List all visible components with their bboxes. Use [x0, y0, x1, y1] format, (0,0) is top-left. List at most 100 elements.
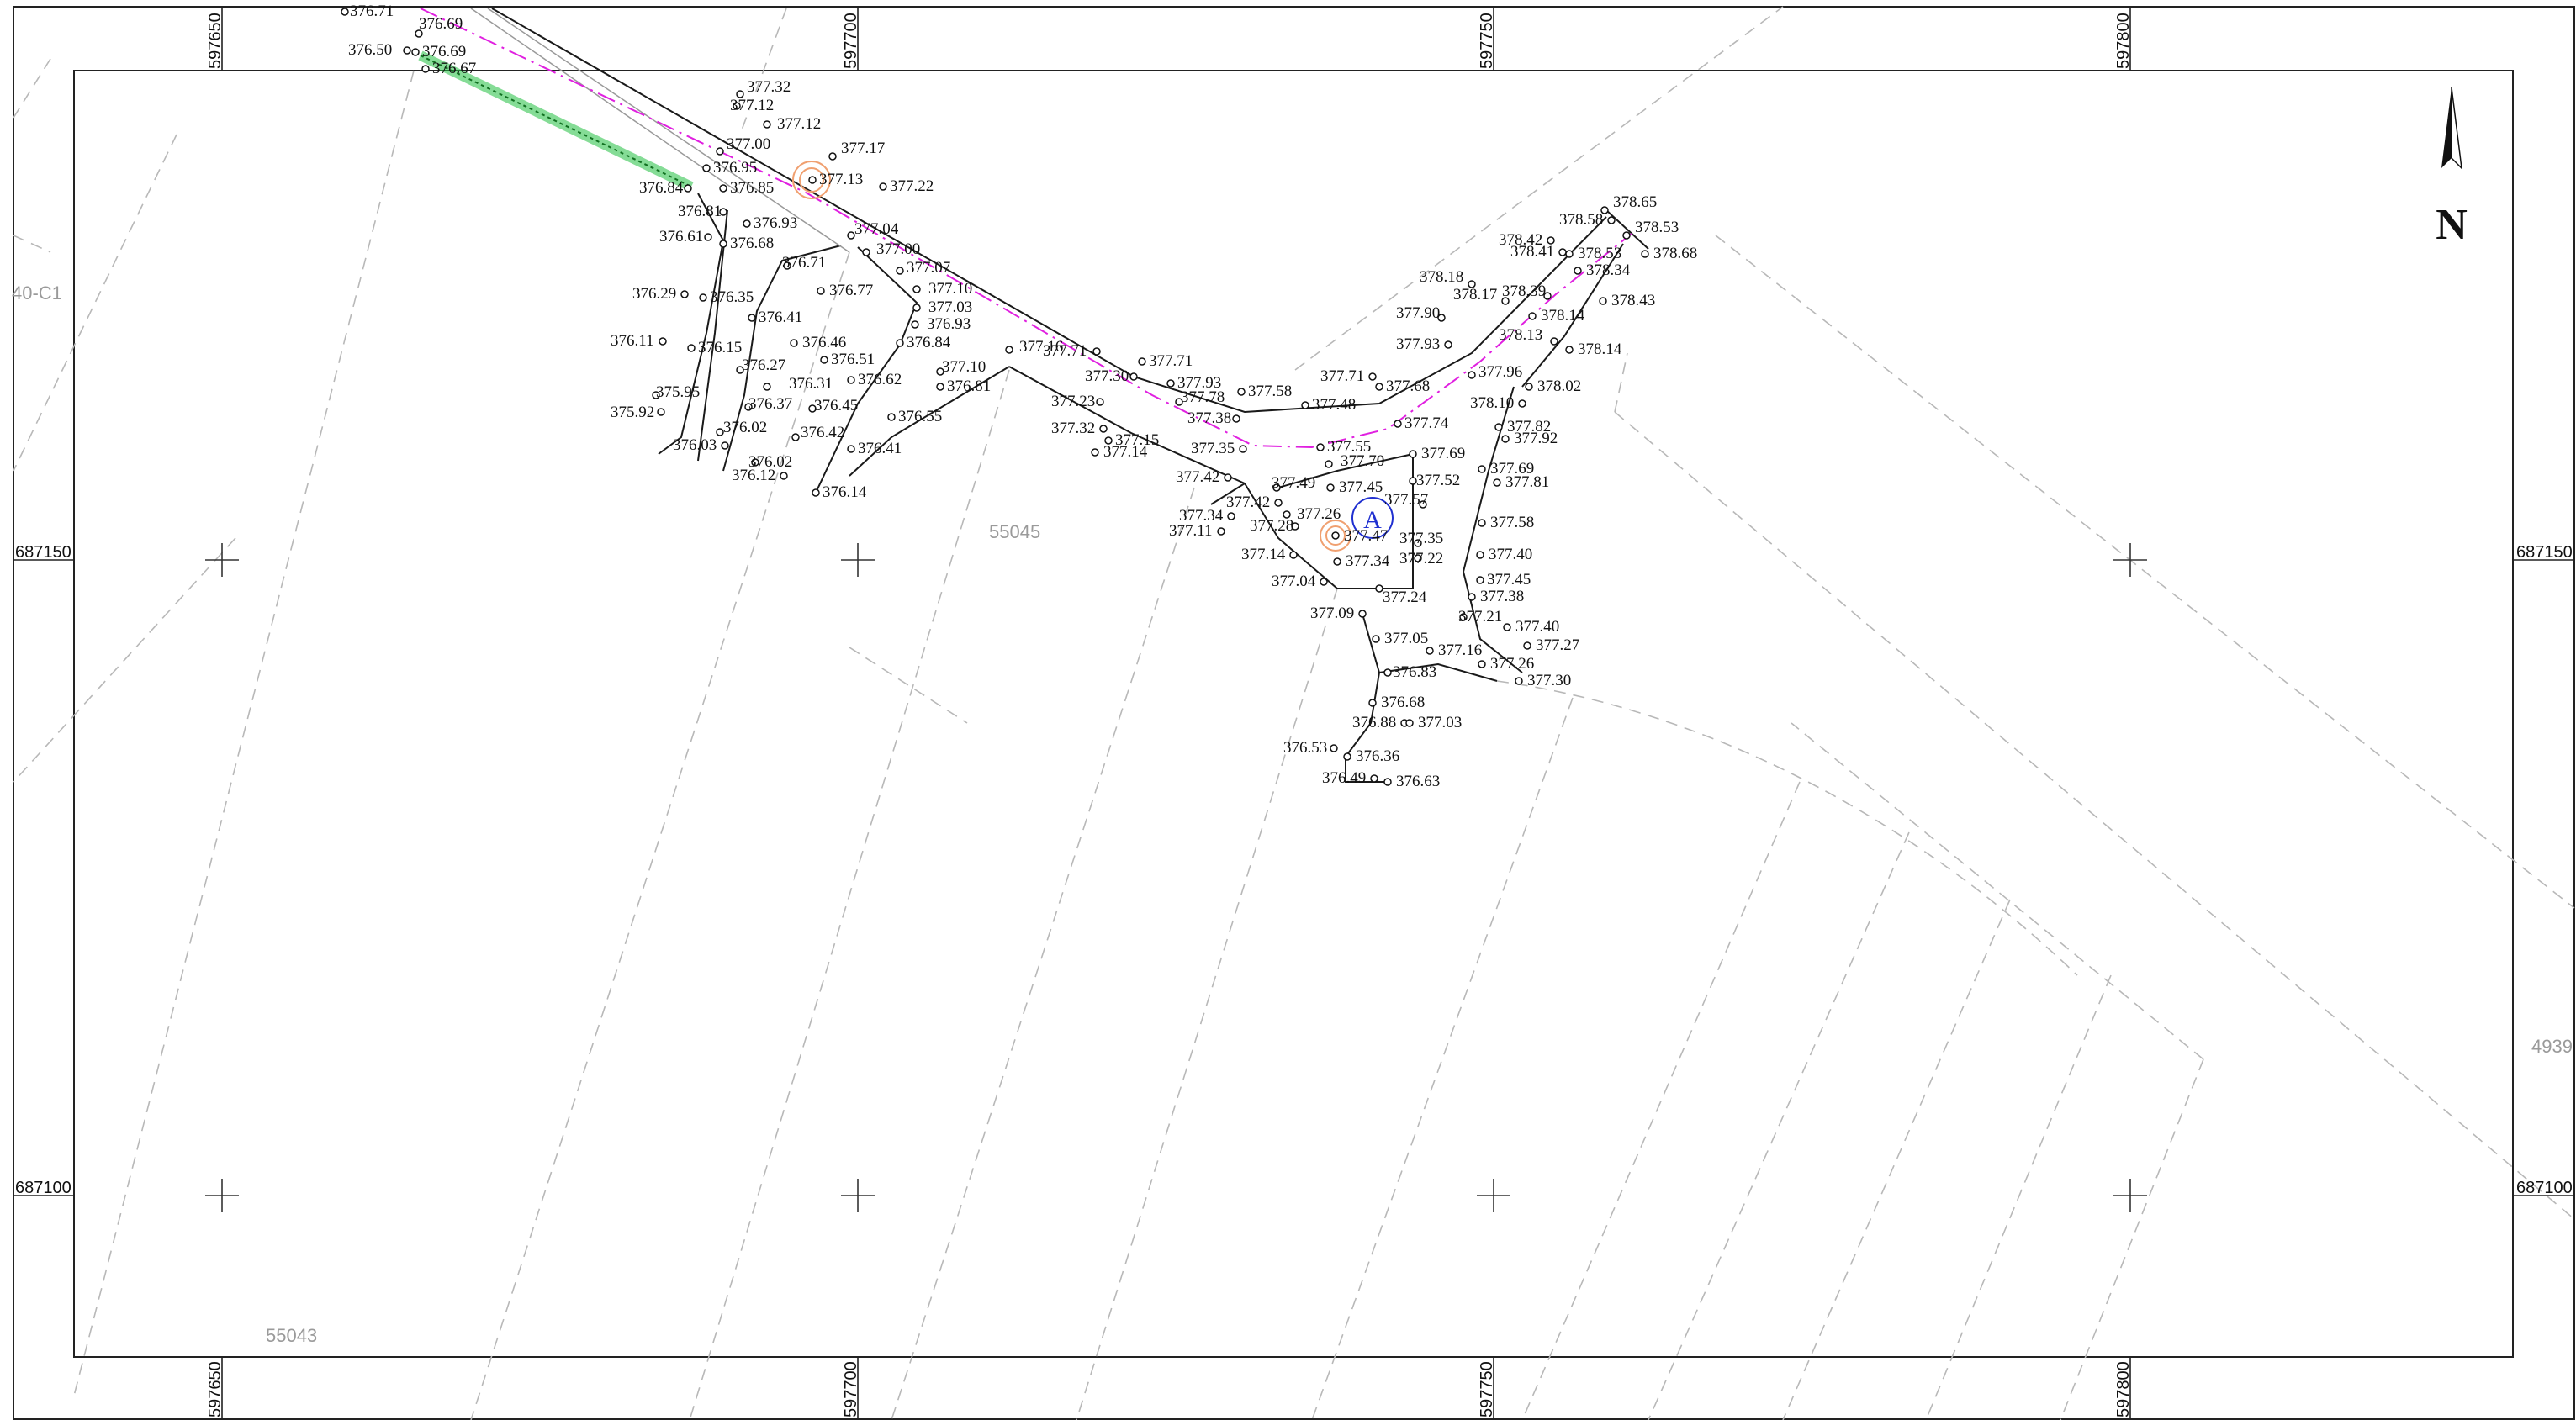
- spot-height-point: [1375, 383, 1383, 391]
- spot-height-point: [817, 287, 825, 295]
- spot-height-label: 376.02: [723, 419, 767, 436]
- spot-height-label: 376.81: [947, 377, 991, 395]
- spot-height-label: 378.41: [1510, 243, 1554, 261]
- spot-height-label: 377.58: [1248, 383, 1292, 400]
- spot-height-label: 377.05: [1384, 630, 1428, 647]
- parcel-boundaries: [13, 6, 2575, 1420]
- grid-crosses: [205, 543, 2147, 1212]
- parcel-number: 4939: [2531, 1036, 2573, 1057]
- spot-height-point: [1528, 312, 1537, 320]
- x-tick-bottom: 597700: [842, 1361, 860, 1417]
- map-frame: [73, 70, 2514, 1358]
- spot-height-point: [1468, 280, 1476, 288]
- spot-height-label: 377.48: [1312, 396, 1356, 414]
- spot-height-label: 377.57: [1384, 491, 1428, 509]
- spot-height-point: [1501, 435, 1510, 443]
- spot-height-point: [719, 184, 727, 193]
- spot-height-point: [896, 339, 904, 347]
- spot-height-point: [1227, 512, 1235, 520]
- spot-height-label: 377.42: [1176, 468, 1219, 486]
- spot-height-label: 376.83: [1393, 663, 1436, 681]
- spot-height-point: [1289, 551, 1298, 559]
- spot-height-label: 377.34: [1346, 552, 1390, 570]
- spot-height-label: 376.62: [858, 371, 902, 388]
- spot-height-point: [1291, 522, 1299, 531]
- spot-height-label: 376.31: [789, 375, 833, 393]
- spot-height-label: 377.15: [1115, 431, 1159, 449]
- spot-height-label: 376.49: [1322, 769, 1366, 787]
- spot-height-point: [1301, 401, 1309, 409]
- spot-height-label: 377.52: [1416, 472, 1460, 489]
- spot-height-point: [1239, 445, 1247, 453]
- spot-height-point: [879, 182, 887, 191]
- spot-height-point: [1320, 578, 1328, 586]
- spot-height-point: [1368, 372, 1377, 381]
- spot-height-point: [1316, 443, 1325, 451]
- spot-height-label: 377.47: [1344, 527, 1388, 545]
- spot-height-point: [1419, 500, 1427, 509]
- spot-height-point: [847, 376, 855, 384]
- spot-height-label: 377.40: [1489, 546, 1532, 563]
- spot-height-label: 376.67: [432, 60, 476, 77]
- spot-height-point: [1375, 584, 1383, 593]
- spot-height-label: 377.10: [942, 358, 986, 376]
- spot-height-point: [1224, 473, 1232, 482]
- spot-height-label: 376.37: [748, 395, 792, 413]
- spot-height-label: 376.81: [678, 203, 722, 220]
- spot-height-label: 377.14: [1103, 443, 1148, 461]
- spot-height-point: [751, 458, 759, 467]
- spot-height-point: [847, 231, 855, 240]
- spot-height-point: [1476, 576, 1484, 584]
- spot-height-label: 378.42: [1499, 231, 1542, 249]
- north-arrow: N: [2436, 87, 2468, 249]
- parcel-number: 55045: [989, 521, 1040, 542]
- spot-height-point: [421, 65, 430, 73]
- spot-height-point: [1478, 660, 1486, 668]
- spot-height-label: 376.69: [419, 15, 463, 33]
- spot-height-label: 376.68: [1381, 694, 1425, 711]
- spot-height-label: 377.49: [1272, 474, 1315, 492]
- spot-height-point: [1437, 314, 1446, 322]
- spot-height-point: [1493, 478, 1501, 487]
- spot-height-point: [828, 152, 837, 161]
- spot-height-label: 377.38: [1480, 588, 1524, 605]
- spot-height-label: 377.45: [1487, 571, 1531, 589]
- spot-height-point: [896, 267, 904, 275]
- spot-height-label: 375.95: [656, 383, 700, 401]
- spot-height-label: 377.16: [1019, 338, 1063, 356]
- spot-height-label: 376.12: [732, 467, 775, 484]
- spot-height-label: 377.32: [1051, 420, 1095, 437]
- spot-height-label: 377.68: [1386, 377, 1430, 395]
- spot-height-label: 377.69: [1421, 445, 1465, 462]
- spot-height-point: [808, 176, 817, 184]
- spot-height-point: [1274, 499, 1283, 507]
- spot-height-point: [403, 46, 411, 55]
- spot-height-label: 376.42: [801, 424, 844, 441]
- spot-height-point: [1343, 752, 1351, 761]
- spot-height-label: 377.21: [1458, 608, 1502, 626]
- spot-height-label: 377.35: [1191, 440, 1235, 457]
- tree-symbols: [792, 161, 1351, 552]
- spot-height-point: [699, 293, 707, 302]
- parcel-number: 40-C1: [12, 282, 62, 304]
- spot-height-point: [1494, 423, 1503, 431]
- spot-height-point: [680, 290, 689, 298]
- spot-height-label: 376.29: [632, 285, 676, 303]
- spot-height-label: 376.50: [348, 41, 392, 59]
- spot-height-label: 377.14: [1241, 546, 1286, 563]
- spot-height-label: 377.04: [854, 220, 899, 238]
- spot-height-point: [1383, 778, 1392, 786]
- spot-height-label: 377.09: [1310, 604, 1354, 622]
- spot-height-label: 376.51: [831, 351, 875, 368]
- benchmark-label: A: [1363, 506, 1382, 534]
- spot-height-point: [1368, 699, 1377, 707]
- spot-height-point: [1600, 206, 1609, 214]
- spot-height-point: [1217, 527, 1225, 536]
- spot-height-label: 376.61: [659, 228, 703, 245]
- spot-height-label: 376.36: [1356, 747, 1399, 765]
- spot-height-label: 377.00: [727, 135, 770, 153]
- spot-height-label: 377.71: [1320, 367, 1364, 385]
- spot-height-label: 377.71: [1149, 352, 1193, 370]
